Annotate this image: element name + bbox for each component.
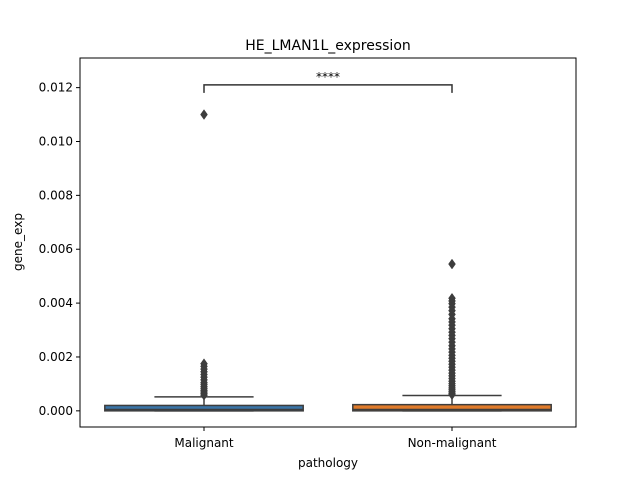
y-tick-label: 0.000 — [39, 404, 73, 418]
y-axis: 0.000 0.002 0.004 0.006 0.008 0.010 0.012 — [39, 81, 80, 418]
y-tick-label: 0.012 — [39, 81, 73, 95]
annotation-layer: **** — [203, 70, 453, 93]
significance-bracket — [203, 84, 453, 93]
box — [352, 403, 552, 412]
x-tick-label: Malignant — [174, 436, 234, 450]
box — [104, 404, 304, 412]
boxes-layer — [104, 109, 552, 412]
outlier-point — [200, 109, 208, 120]
chart-title: HE_LMAN1L_expression — [245, 38, 411, 54]
y-tick-label: 0.002 — [39, 350, 73, 364]
plot-area — [80, 58, 576, 427]
plot-frame — [79, 57, 577, 428]
y-tick-label: 0.010 — [39, 134, 73, 148]
outlier-point — [200, 389, 208, 401]
outlier-point — [448, 258, 456, 270]
x-axis-label: pathology — [298, 456, 358, 470]
box-group-non-malignant — [352, 258, 552, 412]
significance-label: **** — [316, 70, 340, 84]
box-group-malignant — [104, 109, 304, 412]
y-tick-label: 0.008 — [39, 188, 73, 202]
y-tick-label: 0.006 — [39, 242, 73, 256]
x-axis: Malignant Non-malignant — [174, 427, 497, 450]
outlier-point — [448, 389, 456, 401]
y-tick-label: 0.004 — [39, 296, 73, 310]
x-tick-label: Non-malignant — [408, 436, 497, 450]
y-axis-label: gene_exp — [11, 213, 25, 271]
